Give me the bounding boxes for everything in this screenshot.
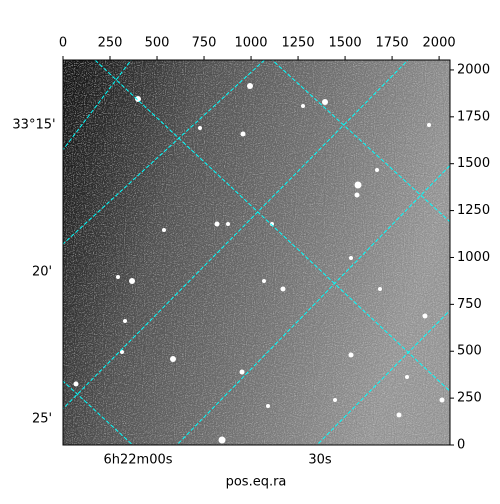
y-tick-label: 750 <box>457 297 482 312</box>
y-tick-label: 2000 <box>457 62 490 77</box>
y-tick-label: 500 <box>457 344 482 359</box>
dec-label: 25' <box>32 412 52 427</box>
ra-label: 6h22m00s <box>103 453 172 468</box>
coordinate-grid <box>63 60 450 445</box>
x-tick-label: 250 <box>98 36 123 51</box>
y-tick-label: 1000 <box>457 250 490 265</box>
x-tick-label: 1500 <box>329 36 362 51</box>
x-tick-label: 2000 <box>423 36 456 51</box>
x-tick-label: 1000 <box>234 36 267 51</box>
x-tick-label: 750 <box>192 36 217 51</box>
x-tick-label: 1250 <box>282 36 315 51</box>
y-tick-label: 250 <box>457 391 482 406</box>
x-tick-label: 500 <box>145 36 170 51</box>
x-tick-label: 0 <box>59 36 67 51</box>
dec-label: 20' <box>32 265 52 280</box>
x-axis-label: pos.eq.ra <box>226 475 287 490</box>
y-tick-label: 0 <box>457 438 465 453</box>
ra-label: 30s <box>308 453 332 468</box>
axes-frame <box>62 59 451 446</box>
y-tick-label: 1750 <box>457 109 490 124</box>
x-tick-label: 1750 <box>376 36 409 51</box>
dec-label: 33°15' <box>12 118 55 133</box>
y-tick-label: 1500 <box>457 156 490 171</box>
y-tick-label: 1250 <box>457 203 490 218</box>
sky-image <box>63 60 450 445</box>
